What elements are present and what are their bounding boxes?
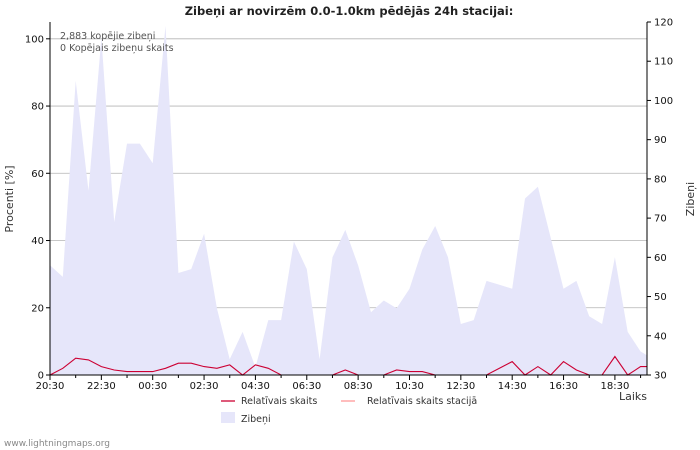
annotation-count: 0 Kopējais zibeņu skaits [60,43,174,54]
right-tick-label: 120 [654,18,673,29]
left-tick-label: 20 [31,303,44,314]
x-tick-label: 22:30 [87,381,116,392]
lightning-area-series [50,25,647,376]
right-tick-label: 40 [654,331,667,342]
right-tick-label: 110 [654,57,673,68]
legend-label-lightning: Zibeņi [241,414,271,425]
x-tick-label: 06:30 [292,381,321,392]
x-tick-label: 10:30 [395,381,424,392]
left-tick-label: 40 [31,236,44,247]
x-tick-label: 12:30 [446,381,475,392]
lightning-area [50,25,647,376]
x-tick-label: 18:30 [600,381,629,392]
left-tick-label: 80 [31,102,44,113]
left-tick-label: 0 [38,371,44,382]
legend-swatch-lightning [221,412,235,423]
axes [46,21,651,380]
right-tick-label: 80 [654,174,667,185]
x-tick-label: 00:30 [138,381,167,392]
legend-label-relative: Relatīvais skaits [241,396,317,407]
right-tick-label: 100 [654,96,673,107]
x-tick-label: 08:30 [344,381,373,392]
x-tick-label: 14:30 [498,381,527,392]
annotation-total: 2,883 kopējie zibeņi [60,31,155,42]
right-tick-label: 60 [654,253,667,264]
right-tick-label: 30 [654,371,667,382]
x-tick-label: 20:30 [36,381,65,392]
right-tick-label: 50 [654,292,667,303]
left-tick-label: 60 [31,169,44,180]
right-tick-label: 70 [654,214,667,225]
legend: Relatīvais skaits Relatīvais skaits stac… [221,396,477,425]
legend-label-station: Relatīvais skaits stacijā [367,396,477,407]
y-axis-label-left: Procenti [%] [3,165,16,232]
footer-credit: www.lightningmaps.org [4,439,110,449]
tick-labels: 0 20 40 60 80 100 30 40 50 60 70 80 90 100 110 120 20:30… [25,18,673,393]
x-tick-label: 02:30 [190,381,219,392]
x-axis-label: Laiks [619,390,647,403]
relative-count-line [49,355,647,376]
right-tick-label: 90 [654,135,667,146]
chart-title: Zibeņi ar novirzēm 0.0-1.0km pēdējās 24h… [185,4,514,18]
y-axis-label-right: Zibeņi [684,182,697,216]
x-tick-label: 04:30 [241,381,270,392]
x-tick-label: 16:30 [549,381,578,392]
left-tick-label: 100 [25,34,44,45]
